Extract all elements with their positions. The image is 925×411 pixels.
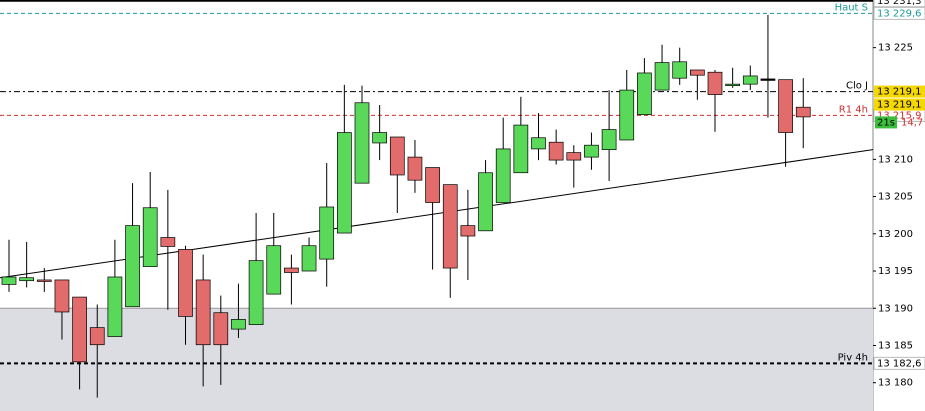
candle-body (742, 75, 758, 85)
candle-body (584, 144, 599, 158)
candle-body (795, 106, 811, 118)
price-tag (873, 0, 925, 8)
y-tick-label: 13 210 (878, 154, 913, 165)
price-tag-label: 13 229,6 (877, 8, 922, 19)
candle-body (725, 83, 741, 86)
candle-body (601, 129, 617, 151)
y-tick-label: 13 225 (878, 43, 913, 54)
candle-body (54, 279, 70, 313)
candle-body (72, 296, 87, 363)
price-tag-label: 13 215,9 (877, 110, 922, 121)
price-tag (873, 356, 925, 370)
candle-body (654, 62, 670, 91)
candle-body (460, 225, 476, 237)
shade-zone (0, 308, 873, 411)
level-name: Clo J (846, 81, 868, 92)
candle-body (619, 89, 635, 141)
candle-body (19, 277, 34, 282)
price-tag-label: 13 219,1 (877, 87, 922, 98)
candle-body (284, 267, 299, 273)
candle-body (195, 279, 211, 346)
candle-body (178, 249, 193, 317)
y-tick-label: 13 180 (878, 378, 913, 389)
candle-body (319, 206, 335, 260)
candle-body (142, 207, 158, 267)
candle-body (566, 152, 582, 161)
y-tick-label: 13 190 (878, 303, 913, 314)
candle-body (531, 137, 546, 150)
y-tick-label: 13 185 (878, 340, 913, 351)
candle-body (337, 132, 352, 234)
candle-body (372, 132, 387, 144)
candle-body (707, 71, 723, 95)
candle-body (125, 225, 140, 308)
candle-body (36, 279, 52, 282)
candle-body (407, 156, 423, 181)
candle-body (1, 276, 17, 285)
candle-body (160, 237, 176, 247)
y-tick-label: 13 200 (878, 229, 913, 240)
candle-body (231, 319, 246, 330)
candle-body (213, 312, 229, 346)
price-axis (873, 0, 925, 411)
y-tick-label: 13 205 (878, 192, 913, 203)
candle-body (354, 102, 370, 184)
last-price-tag (874, 98, 925, 111)
candle-body (637, 72, 652, 116)
candle-body (389, 136, 405, 176)
countdown-box (875, 116, 897, 129)
candle-body (672, 61, 688, 79)
price-tag (874, 85, 925, 98)
candle-body (478, 172, 493, 232)
price-tag-label: 13 231,3 (877, 0, 922, 7)
price-tag (873, 6, 925, 20)
candle-body (548, 141, 564, 161)
last-price-label: 13 219,1 (877, 100, 922, 111)
candle-body (778, 79, 793, 133)
candle-body (266, 245, 282, 295)
level-name: Piv 4h (838, 352, 868, 363)
candle-body (89, 327, 105, 346)
candle-body (760, 78, 776, 81)
candle-body (689, 69, 705, 76)
candle-body (513, 124, 529, 174)
candle-body (107, 276, 123, 337)
candle-body (442, 184, 458, 269)
candle-body (301, 245, 317, 272)
price-tag-label: 13 182,6 (877, 358, 922, 369)
countdown: 21s (877, 117, 895, 128)
level-name: Haut S (835, 2, 868, 13)
level-name: R1 4h (839, 104, 868, 115)
candle-body (425, 167, 440, 203)
candle-body (248, 260, 264, 325)
candle-body (495, 148, 511, 203)
y-tick-label: 13 195 (878, 266, 913, 277)
change: 14,7 (901, 117, 923, 128)
